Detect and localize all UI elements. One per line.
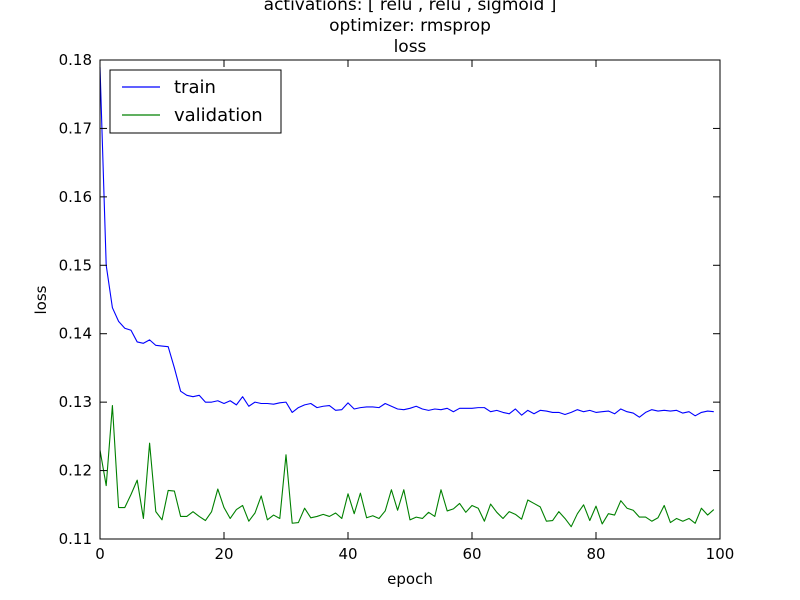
series-line-validation [99, 405, 715, 528]
y-tick-label: 0.16 [59, 188, 92, 206]
chart-title-line-3: loss [394, 37, 427, 57]
x-tick-label: 20 [214, 545, 233, 563]
y-tick-label: 0.12 [59, 462, 92, 480]
legend: train validation [109, 69, 282, 134]
x-tick-label: 40 [338, 545, 357, 563]
y-tick-label: 0.11 [59, 530, 92, 548]
y-tick-label: 0.18 [59, 51, 92, 69]
y-tick-label: 0.15 [59, 256, 92, 274]
x-axis-label: epoch [387, 570, 433, 588]
y-tick-label: 0.14 [59, 325, 92, 343]
x-tick-label: 100 [706, 545, 735, 563]
series-line-train [99, 66, 714, 418]
legend-label-validation: validation [174, 105, 263, 126]
y-axis-label: loss [32, 285, 50, 314]
chart-title-line-1: activations: [ relu , relu , sigmoid ] [264, 0, 557, 15]
x-tick-label: 0 [95, 545, 105, 563]
y-tick-label: 0.17 [59, 119, 92, 137]
y-tick-label: 0.13 [59, 393, 92, 411]
legend-label-train: train [174, 77, 216, 98]
x-tick-label: 80 [586, 545, 605, 563]
x-tick-label: 60 [462, 545, 481, 563]
legend-box [109, 69, 282, 134]
chart-title-line-2: optimizer: rmsprop [329, 16, 491, 36]
plot-frame [99, 59, 721, 540]
